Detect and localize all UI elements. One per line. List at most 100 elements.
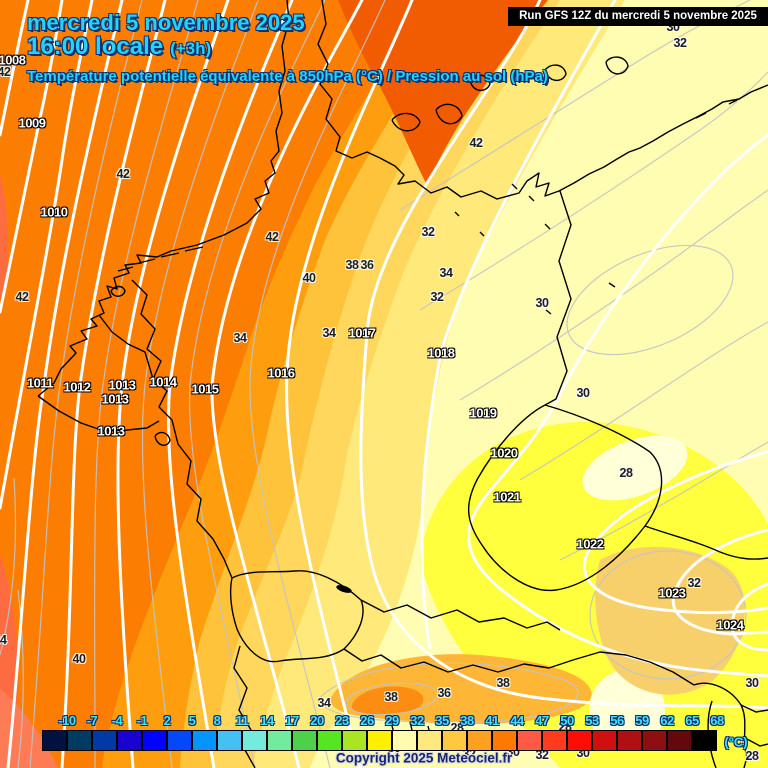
temp-label: 36 (360, 258, 374, 272)
scale-tick-label: 29 (385, 713, 399, 728)
scale-tick-label: -7 (86, 713, 98, 728)
scale-tick-label: -1 (136, 713, 148, 728)
pressure-label: 1018 (427, 345, 455, 361)
temp-label: 28 (745, 749, 759, 763)
scale-cell (167, 730, 192, 751)
pressure-label: 1013 (97, 423, 125, 439)
scale-tick-label: -10 (58, 713, 76, 728)
scale-cell (517, 730, 542, 751)
scale-cell (542, 730, 567, 751)
scale-tick-label: 65 (685, 713, 699, 728)
scale-cell (67, 730, 92, 751)
scale-cell (567, 730, 592, 751)
time-label: 16:00 locale (+3h) (27, 33, 211, 61)
scale-tick-label: 44 (510, 713, 524, 728)
scale-cell (317, 730, 342, 751)
temp-label: 32 (535, 748, 549, 762)
date-label: mercredi 5 novembre 2025 (27, 10, 305, 35)
scale-cell (42, 730, 67, 751)
pressure-label: 1020 (490, 445, 518, 461)
scale-tick-label: 53 (585, 713, 599, 728)
temp-label: 34 (317, 696, 331, 710)
scale-tick-label: 26 (360, 713, 374, 728)
scale-unit-label: (°C) (724, 734, 748, 750)
scale-cell (292, 730, 317, 751)
scale-tick-label: 38 (460, 713, 474, 728)
temp-label: 44 (0, 633, 7, 647)
pressure-label: 1012 (63, 379, 91, 395)
temp-label: 36 (437, 686, 451, 700)
scale-tick-label: 62 (660, 713, 674, 728)
pressure-label: 1022 (576, 536, 604, 552)
scale-tick-label: 41 (485, 713, 499, 728)
scale-cell (242, 730, 267, 751)
scale-cell (642, 730, 667, 751)
temp-label: 42 (0, 65, 11, 79)
field-alps-core (351, 686, 424, 715)
time-value: 16:00 locale (27, 33, 164, 60)
time-offset: (+3h) (170, 39, 212, 58)
field-red-sliver (0, 175, 8, 300)
scale-cell (117, 730, 142, 751)
temp-label: 32 (673, 36, 687, 50)
scale-cell (367, 730, 392, 751)
temp-label: 38 (384, 690, 398, 704)
pressure-label: 1015 (191, 381, 219, 397)
temp-label: 32 (687, 576, 701, 590)
scale-tick-label: 11 (235, 713, 249, 728)
scale-cell (342, 730, 367, 751)
scale-tick-label: 32 (410, 713, 424, 728)
scale-tick-label: 20 (310, 713, 324, 728)
temp-label: 32 (421, 225, 435, 239)
temp-label: 32 (430, 290, 444, 304)
scale-cell (692, 730, 717, 751)
field-band-42 (0, 0, 432, 768)
pressure-label: 1023 (658, 585, 686, 601)
temp-label: 38 (345, 258, 359, 272)
scale-tick-label: 56 (610, 713, 624, 728)
scale-cell (667, 730, 692, 751)
pressure-label: 1021 (493, 489, 521, 505)
scale-cell (392, 730, 417, 751)
scale-tick-label: 5 (188, 713, 196, 728)
pressure-label: 1016 (267, 365, 295, 381)
temp-label: 34 (439, 266, 453, 280)
lake-constance (336, 585, 352, 593)
run-info-box: Run GFS 12Z du mercredi 5 novembre 2025 (508, 7, 768, 26)
scale-cell (492, 730, 517, 751)
scale-tick-label: 17 (285, 713, 299, 728)
temp-label: 28 (619, 466, 633, 480)
pressure-label: 1024 (716, 617, 744, 633)
temp-label: 42 (15, 290, 29, 304)
scale-cell (267, 730, 292, 751)
temp-label: 30 (745, 676, 759, 690)
pressure-label: 1010 (40, 204, 68, 220)
scale-cell (92, 730, 117, 751)
pressure-label: 1017 (348, 325, 376, 341)
scale-cell (442, 730, 467, 751)
pressure-label: 1011 (26, 375, 54, 391)
scale-cell (467, 730, 492, 751)
temp-label: 40 (72, 652, 86, 666)
scale-tick-label: 23 (335, 713, 349, 728)
map-subtitle: Température potentielle équivalente à 85… (27, 68, 548, 85)
scale-cell (617, 730, 642, 751)
temp-label: 42 (265, 230, 279, 244)
temp-label: 34 (322, 326, 336, 340)
temp-label: 38 (496, 676, 510, 690)
scale-tick-label: 35 (435, 713, 449, 728)
scale-tick-label: 68 (710, 713, 724, 728)
pressure-label: 1013 (101, 391, 129, 407)
scale-tick-label: 47 (535, 713, 549, 728)
scale-tick-label: -4 (111, 713, 123, 728)
pressure-label: 1014 (149, 374, 177, 390)
copyright-label: Copyright 2025 Meteociel.fr (335, 750, 513, 766)
scale-tick-label: 2 (163, 713, 171, 728)
scale-cell (192, 730, 217, 751)
pressure-label: 1008 (0, 52, 26, 68)
